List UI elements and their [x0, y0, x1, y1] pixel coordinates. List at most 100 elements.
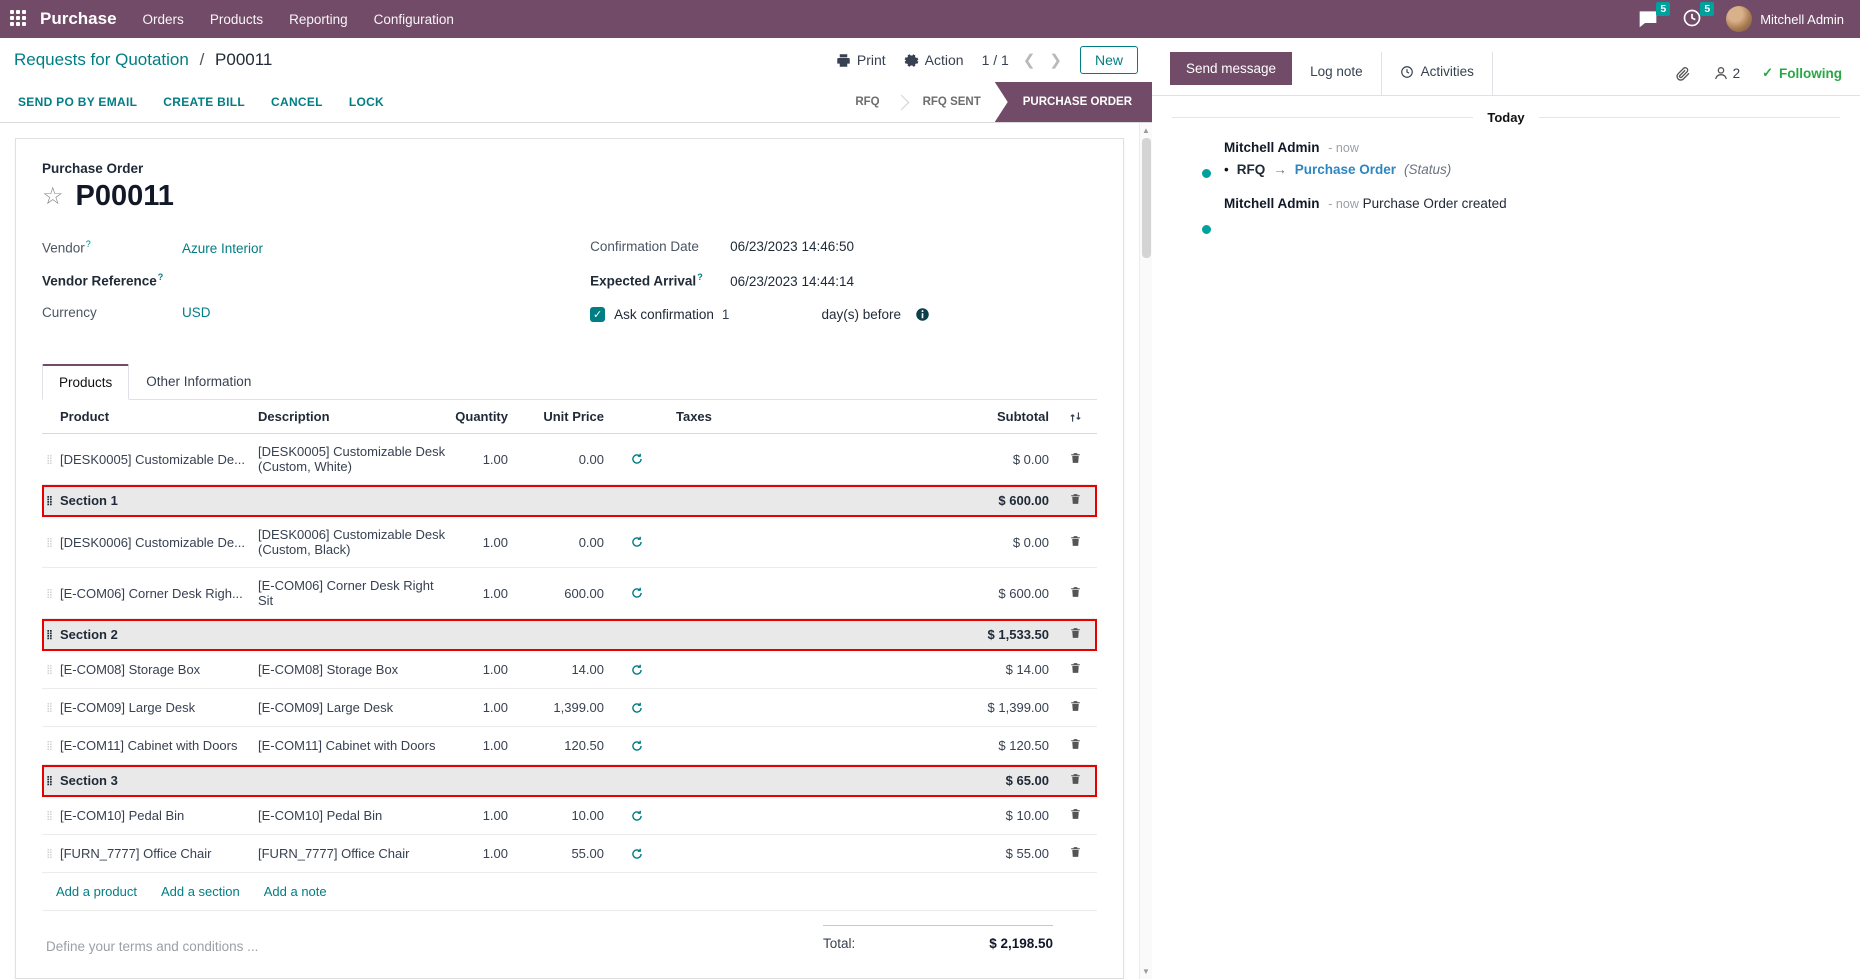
tracking-new-value[interactable]: Purchase Order — [1294, 162, 1397, 177]
following-button[interactable]: ✓ Following — [1762, 65, 1842, 81]
cell-description[interactable]: [E-COM11] Cabinet with Doors — [258, 738, 436, 753]
breadcrumb-parent[interactable]: Requests for Quotation — [14, 50, 189, 69]
cell-unit-price[interactable]: 600.00 — [564, 585, 604, 601]
col-unit-price[interactable]: Unit Price — [543, 409, 604, 424]
refresh-price-icon[interactable] — [630, 809, 644, 823]
refresh-price-icon[interactable] — [630, 701, 644, 715]
messages-icon[interactable]: 5 — [1638, 2, 1671, 30]
cell-quantity[interactable]: 1.00 — [482, 534, 508, 550]
ask-confirmation-checkbox[interactable]: ✓ — [590, 307, 606, 322]
menu-orders[interactable]: Orders — [142, 11, 184, 27]
cell-unit-price[interactable]: 14.00 — [571, 662, 604, 677]
cell-description[interactable]: [FURN_7777] Office Chair — [258, 846, 410, 861]
optional-columns-icon[interactable] — [1068, 410, 1083, 424]
cell-taxes[interactable] — [672, 583, 913, 603]
add-a-product-link[interactable]: Add a product — [56, 884, 137, 899]
cell-taxes[interactable] — [672, 844, 913, 864]
cell-product[interactable]: [E-COM10] Pedal Bin — [60, 808, 185, 823]
table-row[interactable]: ⣿ [E-COM09] Large Desk [E-COM09] Large D… — [42, 689, 1097, 727]
section-name[interactable]: Section 3 — [60, 773, 118, 788]
favorite-star-icon[interactable]: ☆ — [42, 183, 64, 210]
cell-quantity[interactable]: 1.00 — [482, 846, 508, 861]
menu-reporting[interactable]: Reporting — [289, 11, 348, 27]
delete-row-icon[interactable] — [1069, 626, 1082, 640]
cell-product[interactable]: [E-COM09] Large Desk — [60, 700, 196, 715]
cell-description[interactable]: [E-COM06] Corner Desk Right Sit — [258, 578, 434, 608]
activities-clock-icon[interactable]: 5 — [1682, 2, 1715, 30]
delete-row-icon[interactable] — [1069, 492, 1082, 506]
cell-unit-price[interactable]: 120.50 — [564, 738, 604, 753]
user-menu[interactable]: Mitchell Admin — [1726, 6, 1844, 32]
drag-handle[interactable]: ⣿ — [46, 848, 53, 858]
currency-field[interactable]: USD — [182, 305, 211, 320]
table-row[interactable]: ⣿ [E-COM10] Pedal Bin [E-COM10] Pedal Bi… — [42, 797, 1097, 835]
cell-quantity[interactable]: 1.00 — [482, 700, 508, 715]
cell-quantity[interactable]: 1.00 — [482, 738, 508, 753]
refresh-price-icon[interactable] — [630, 847, 644, 861]
drag-handle[interactable]: ⣿ — [46, 740, 53, 750]
message-author[interactable]: Mitchell Admin — [1224, 140, 1320, 155]
app-name[interactable]: Purchase — [40, 9, 117, 28]
tab-other-information[interactable]: Other Information — [146, 374, 252, 389]
cell-taxes[interactable] — [672, 660, 913, 680]
tab-products[interactable]: Products — [42, 364, 130, 400]
section-row[interactable]: ⣿ Section 2 $ 1,533.50 — [42, 619, 1097, 651]
cell-taxes[interactable] — [672, 449, 913, 469]
scrollbar-thumb[interactable] — [1141, 138, 1151, 258]
refresh-price-icon[interactable] — [630, 663, 644, 677]
drag-handle[interactable]: ⣿ — [46, 587, 53, 598]
lock-button[interactable]: LOCK — [348, 95, 385, 109]
drag-handle[interactable]: ⣿ — [46, 536, 53, 547]
cell-quantity[interactable]: 1.00 — [482, 585, 508, 601]
menu-configuration[interactable]: Configuration — [373, 11, 454, 27]
drag-handle[interactable]: ⣿ — [46, 775, 53, 785]
cell-product[interactable]: [FURN_7777] Office Chair — [60, 846, 212, 861]
action-button[interactable]: Action — [904, 52, 964, 68]
cell-description[interactable]: [DESK0006] Customizable Desk (Custom, Bl… — [258, 527, 446, 557]
col-subtotal[interactable]: Subtotal — [997, 409, 1049, 424]
message-author[interactable]: Mitchell Admin — [1224, 196, 1320, 211]
cell-product[interactable]: [E-COM06] Corner Desk Righ... — [60, 585, 243, 601]
drag-handle[interactable]: ⣿ — [46, 664, 53, 674]
refresh-price-icon[interactable] — [630, 586, 644, 600]
status-step-rfq[interactable]: RFQ — [855, 96, 880, 108]
cell-description[interactable]: [E-COM10] Pedal Bin — [258, 808, 383, 823]
table-row[interactable]: ⣿ [FURN_7777] Office Chair [FURN_7777] O… — [42, 835, 1097, 873]
terms-and-conditions-input[interactable]: Define your terms and conditions ... — [46, 939, 259, 954]
pager-previous-icon[interactable]: ❮ — [1022, 52, 1036, 69]
scroll-down-icon[interactable]: ▼ — [1142, 967, 1150, 976]
cell-description[interactable]: [E-COM09] Large Desk — [258, 700, 394, 715]
delete-row-icon[interactable] — [1069, 534, 1082, 548]
cell-product[interactable]: [E-COM08] Storage Box — [60, 662, 201, 677]
col-description[interactable]: Description — [258, 409, 330, 424]
status-step-rfq-sent[interactable]: RFQ SENT — [922, 96, 981, 108]
table-row[interactable]: ⣿ [E-COM08] Storage Box [E-COM08] Storag… — [42, 651, 1097, 689]
delete-row-icon[interactable] — [1069, 807, 1082, 821]
table-row[interactable]: ⣿ [E-COM11] Cabinet with Doors [E-COM11]… — [42, 727, 1097, 765]
add-a-note-link[interactable]: Add a note — [263, 884, 327, 899]
menu-products[interactable]: Products — [209, 11, 264, 27]
refresh-price-icon[interactable] — [630, 739, 644, 753]
refresh-price-icon[interactable] — [630, 452, 644, 466]
section-name[interactable]: Section 2 — [60, 627, 118, 642]
activities-tab[interactable]: Activities — [1380, 52, 1493, 95]
cell-taxes[interactable] — [672, 736, 913, 756]
cell-quantity[interactable]: 1.00 — [482, 451, 508, 467]
drag-handle[interactable]: ⣿ — [46, 810, 53, 820]
cell-unit-price[interactable]: 55.00 — [571, 846, 604, 861]
cell-description[interactable]: [DESK0005] Customizable Desk (Custom, Wh… — [258, 444, 446, 474]
drag-handle[interactable]: ⣿ — [46, 495, 53, 505]
cell-quantity[interactable]: 1.00 — [482, 662, 508, 677]
add-a-section-link[interactable]: Add a section — [160, 884, 240, 899]
delete-row-icon[interactable] — [1069, 585, 1082, 599]
attachment-paperclip-icon[interactable] — [1675, 65, 1691, 81]
cell-description[interactable]: [E-COM08] Storage Box — [258, 662, 399, 677]
drag-handle[interactable]: ⣿ — [46, 702, 53, 712]
col-product[interactable]: Product — [60, 409, 110, 424]
apps-menu-icon[interactable] — [10, 10, 28, 28]
drag-handle[interactable]: ⣿ — [46, 629, 53, 639]
cancel-button[interactable]: CANCEL — [271, 95, 323, 109]
delete-row-icon[interactable] — [1069, 772, 1082, 786]
print-button[interactable]: Print — [836, 52, 886, 68]
cell-taxes[interactable] — [672, 806, 913, 826]
